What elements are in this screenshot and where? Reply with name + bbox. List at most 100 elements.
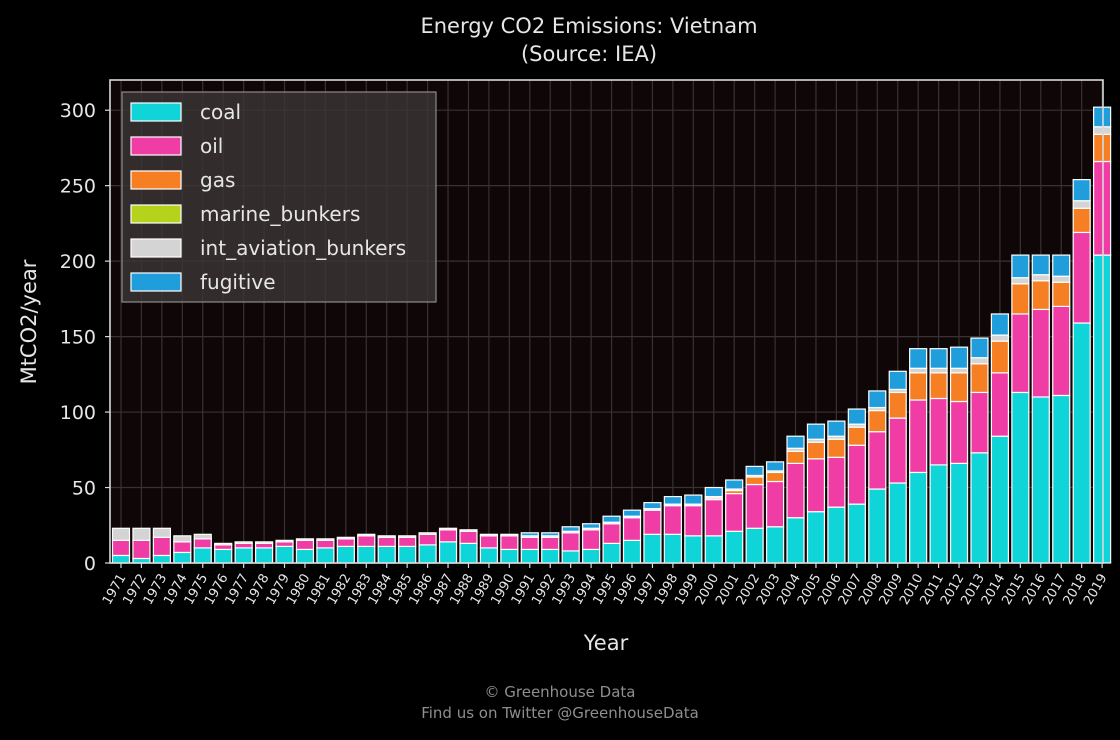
bar-segment-oil	[929, 397, 948, 466]
legend-label-coal: coal	[200, 100, 241, 124]
bar-segment-gas	[888, 391, 907, 419]
bar-segment-int-aviation-bunkers	[1052, 275, 1071, 283]
bar-segment-oil	[1093, 160, 1112, 256]
bar-segment-fugitive	[663, 495, 682, 505]
y-tick-label: 100	[60, 402, 96, 424]
bar-segment-fugitive	[970, 337, 989, 359]
bar-segment-oil	[990, 372, 1010, 437]
bar-segment-fugitive	[868, 390, 887, 409]
bar-segment-gas	[786, 450, 805, 464]
credits-twitter: Find us on Twitter @GreenhouseData	[421, 704, 699, 722]
bar-segment-fugitive	[1093, 106, 1112, 128]
bar-segment-coal	[295, 548, 315, 564]
bar-segment-coal	[663, 533, 682, 564]
legend-label-fugitive: fugitive	[200, 270, 276, 294]
bar-segment-coal	[990, 435, 1010, 564]
bar-segment-int-aviation-bunkers	[500, 533, 519, 537]
bar-segment-oil	[357, 535, 376, 547]
y-tick-label: 150	[60, 327, 96, 349]
bar-segment-int-aviation-bunkers	[173, 535, 192, 543]
bar-segment-oil	[827, 456, 846, 508]
bar-segment-int-aviation-bunkers	[1093, 126, 1112, 135]
bar-segment-oil	[398, 536, 417, 547]
bar-segment-fugitive	[1031, 254, 1050, 276]
bar-segment-oil	[561, 532, 580, 552]
bar-segment-int-aviation-bunkers	[459, 529, 478, 532]
bar-segment-oil	[459, 530, 478, 544]
bar-segment-gas	[847, 426, 866, 446]
bar-segment-oil	[684, 505, 703, 537]
bar-segment-fugitive	[602, 515, 621, 523]
bar-segment-gas	[827, 438, 846, 458]
bar-segment-oil	[1011, 313, 1030, 394]
bar-segment-oil	[663, 505, 682, 535]
bar-stacks	[111, 106, 1112, 564]
bar-segment-coal	[357, 545, 376, 564]
y-axis-label: MtCO2/year	[17, 259, 41, 384]
x-axis-label: Year	[583, 631, 629, 655]
bar-segment-oil	[316, 539, 335, 549]
legend-label-marine-bunkers: marine_bunkers	[200, 202, 360, 226]
bar-segment-coal	[602, 542, 621, 564]
bar-segment-int-aviation-bunkers	[970, 357, 989, 365]
legend-label-gas: gas	[200, 168, 235, 192]
bar-segment-coal	[786, 517, 805, 564]
bar-segment-coal	[745, 527, 764, 564]
bar-segment-int-aviation-bunkers	[234, 541, 253, 544]
bar-segment-int-aviation-bunkers	[214, 542, 233, 546]
bar-segment-int-aviation-bunkers	[438, 527, 458, 531]
legend-label-int-aviation-bunkers: int_aviation_bunkers	[200, 236, 406, 260]
bar-segment-oil	[847, 444, 866, 505]
bar-segment-oil	[500, 535, 519, 551]
bar-segment-coal	[622, 539, 642, 564]
bar-segment-coal	[725, 530, 744, 564]
chart-subtitle: (Source: IEA)	[521, 42, 657, 66]
bar-segment-int-aviation-bunkers	[357, 533, 376, 537]
bar-segment-coal	[765, 526, 785, 564]
bar-segment-coal	[193, 547, 212, 564]
bar-segment-oil	[193, 538, 212, 549]
bar-segment-fugitive	[888, 370, 907, 391]
bar-segment-fugitive	[520, 532, 539, 537]
bar-segment-oil	[888, 417, 907, 484]
bar-segment-int-aviation-bunkers	[909, 367, 928, 374]
bar-segment-int-aviation-bunkers	[1072, 200, 1091, 209]
bar-segment-coal	[275, 545, 294, 564]
credits-copyright: © Greenhouse Data	[484, 683, 636, 701]
bar-segment-fugitive	[745, 465, 764, 477]
bar-segment-oil	[1052, 305, 1071, 397]
bar-segment-coal	[704, 535, 723, 564]
bar-segment-gas	[806, 441, 826, 460]
bar-segment-oil	[643, 509, 662, 535]
bar-segment-fugitive	[582, 523, 601, 529]
y-axis-ticks: 0 50 100 150 200 250 300	[60, 100, 110, 575]
bar-segment-coal	[214, 548, 233, 564]
bar-segment-oil	[173, 541, 192, 554]
bar-segment-gas	[868, 409, 887, 433]
bar-segment-int-aviation-bunkers	[929, 367, 948, 374]
bar-segment-coal	[806, 511, 826, 564]
bar-segment-gas	[970, 363, 989, 394]
bar-segment-int-aviation-bunkers	[132, 527, 151, 541]
bar-segment-oil	[132, 539, 151, 560]
x-axis-ticks: 1971197219731974197519761977197819791980…	[100, 563, 1111, 608]
y-tick-label: 50	[72, 478, 96, 500]
y-tick-label: 0	[84, 553, 96, 575]
bar-segment-coal	[1031, 396, 1050, 564]
bar-segment-fugitive	[806, 423, 826, 440]
bar-segment-fugitive	[1052, 254, 1071, 277]
legend-swatch-fugitive	[130, 272, 182, 292]
plot-frame	[109, 79, 1104, 564]
bar-segment-int-aviation-bunkers	[254, 541, 274, 544]
bar-segment-coal	[949, 462, 969, 564]
bar-segment-gas	[990, 340, 1010, 374]
bar-segment-fugitive	[990, 313, 1010, 336]
bar-segment-int-aviation-bunkers	[295, 538, 315, 541]
bar-segment-int-aviation-bunkers	[1011, 277, 1030, 285]
bar-segment-int-aviation-bunkers	[377, 535, 396, 538]
bar-segment-coal	[418, 544, 437, 564]
bar-segment-fugitive	[704, 486, 723, 498]
bar-segment-gas	[745, 476, 764, 486]
bar-segment-int-aviation-bunkers	[479, 533, 499, 537]
bar-segment-coal	[1072, 322, 1091, 564]
